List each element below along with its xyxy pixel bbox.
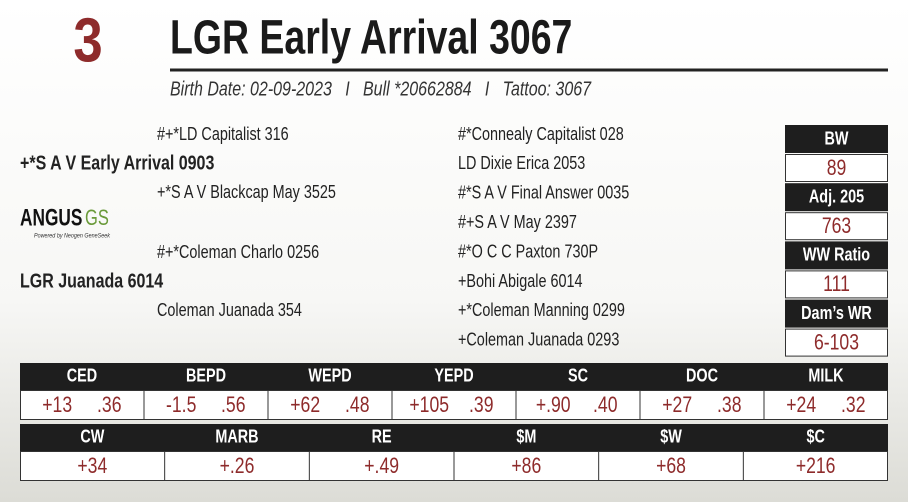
epd-value: +216 bbox=[796, 453, 836, 478]
epd-accuracy: .32 bbox=[841, 392, 865, 417]
epd-trait: DOC bbox=[686, 365, 718, 385]
epd-value: +.49 bbox=[364, 453, 399, 478]
stat-cell bbox=[785, 154, 888, 182]
logo-brand: ANGUS bbox=[20, 204, 82, 231]
stat-cell bbox=[785, 212, 888, 241]
epd-accuracy: .39 bbox=[469, 392, 493, 417]
ancestor: +Coleman Juanada 0293 bbox=[458, 330, 619, 350]
epd-value: +13 bbox=[42, 392, 72, 417]
ancestor: #*S A V Final Answer 0035 bbox=[458, 183, 629, 203]
stat-label: Dam’s WR bbox=[801, 303, 872, 323]
epd-value: +68 bbox=[656, 453, 686, 478]
stat-header bbox=[785, 183, 888, 212]
epd-value: -1.5 bbox=[166, 392, 196, 417]
epd-trait: $W bbox=[660, 426, 682, 446]
lot-number: 3 bbox=[73, 6, 102, 75]
epd-accuracy: .48 bbox=[345, 392, 369, 417]
dam-sire: #+*Coleman Charlo 0256 bbox=[157, 242, 319, 262]
epd-value: +105 bbox=[409, 392, 449, 417]
birth-details: Birth Date: 02-09-2023 I Bull *20662884 … bbox=[170, 78, 592, 100]
epd-value: +27 bbox=[662, 392, 692, 417]
stat-header bbox=[785, 125, 888, 153]
epd-trait: YEPD bbox=[434, 365, 473, 385]
epd-value: +86 bbox=[511, 453, 541, 478]
epd-value-row bbox=[20, 390, 888, 420]
ancestor: #+S A V May 2397 bbox=[458, 212, 577, 232]
ancestor: #*O C C Paxton 730P bbox=[458, 241, 598, 261]
sire-dam: +*S A V Blackcap May 3525 bbox=[157, 182, 336, 202]
epd-header bbox=[20, 424, 888, 451]
stat-cell bbox=[785, 270, 888, 299]
stat-value: 6-103 bbox=[814, 329, 859, 354]
epd-trait: CW bbox=[80, 426, 104, 446]
logo-tagline: Powered by Neogen GeneSeek bbox=[34, 234, 111, 240]
epd-trait: MARB bbox=[215, 426, 258, 446]
ancestor: LD Dixie Erica 2053 bbox=[458, 153, 585, 173]
epd-header bbox=[20, 363, 888, 390]
animal-name: LGR Early Arrival 3067 bbox=[170, 12, 572, 65]
stat-value: 111 bbox=[823, 271, 850, 296]
epd-trait: SC bbox=[568, 365, 588, 385]
stat-cell bbox=[785, 328, 888, 357]
dam: LGR Juanada 6014 bbox=[20, 270, 164, 292]
epd-trait: $M bbox=[516, 426, 536, 446]
epd-trait: WEPD bbox=[308, 365, 351, 385]
ancestor: #*Connealy Capitalist 028 bbox=[458, 124, 624, 144]
epd-trait: BEPD bbox=[186, 365, 226, 385]
epd-trait: RE bbox=[372, 426, 392, 446]
ancestor: +*Coleman Manning 0299 bbox=[458, 300, 625, 320]
stat-label: BW bbox=[825, 128, 849, 148]
epd-trait: MILK bbox=[808, 365, 843, 385]
stat-value: 763 bbox=[822, 213, 851, 238]
ancestor: +Bohi Abigale 6014 bbox=[458, 271, 583, 291]
epd-accuracy: .36 bbox=[97, 392, 121, 417]
stat-header bbox=[785, 299, 888, 328]
epd-accuracy: .38 bbox=[717, 392, 741, 417]
epd-value: +.26 bbox=[220, 453, 255, 478]
epd-value: +.90 bbox=[536, 392, 571, 417]
logo-mark: GS bbox=[85, 205, 109, 230]
epd-value: +24 bbox=[786, 392, 816, 417]
epd-trait: $C bbox=[806, 426, 824, 446]
epd-value: +34 bbox=[77, 453, 107, 478]
epd-accuracy: .40 bbox=[593, 392, 617, 417]
stat-header bbox=[785, 241, 888, 270]
sire: +*S A V Early Arrival 0903 bbox=[20, 152, 214, 174]
epd-value: +62 bbox=[290, 392, 320, 417]
stat-label: Adj. 205 bbox=[809, 186, 864, 206]
dam-dam: Coleman Juanada 354 bbox=[157, 300, 302, 320]
epd-trait: CED bbox=[67, 365, 97, 385]
stat-value: 89 bbox=[827, 155, 847, 180]
epd-accuracy: .56 bbox=[221, 392, 245, 417]
sire-sire: #+*LD Capitalist 316 bbox=[157, 124, 289, 144]
stat-label: WW Ratio bbox=[803, 245, 870, 265]
